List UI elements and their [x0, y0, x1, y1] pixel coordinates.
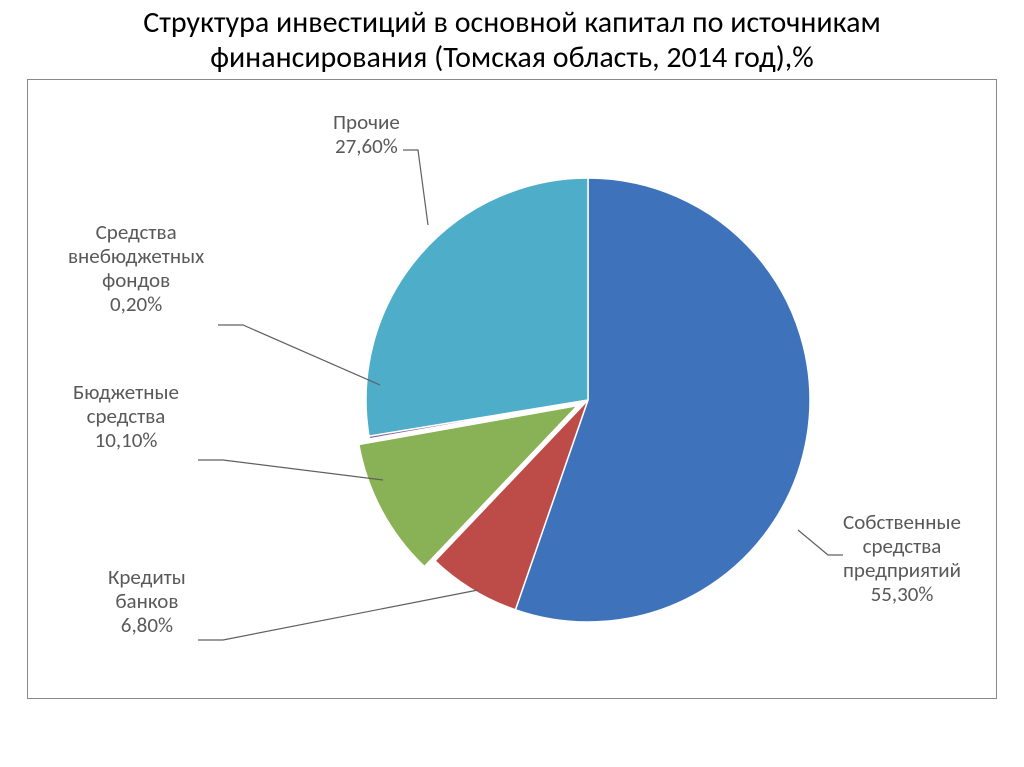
leader-line [198, 460, 383, 480]
chart-title: Структура инвестиций в основной капитал … [40, 6, 984, 75]
pie-slice-label: Средства внебюджетных фондов 0,20% [68, 220, 204, 317]
pie-slice-label: Кредиты банков 6,80% [108, 565, 186, 637]
pie-slice-label: Собственные средства предприятий 55,30% [843, 510, 961, 607]
pie-slice [366, 178, 588, 436]
pie-slice-label: Прочие 27,60% [333, 110, 400, 158]
chart-area: Собственные средства предприятий 55,30% К… [27, 79, 997, 699]
leader-line [198, 590, 478, 640]
leader-line [218, 325, 380, 385]
leader-line [798, 530, 843, 555]
pie-slice-label: Бюджетные средства 10,10% [73, 380, 179, 452]
leader-line [403, 150, 428, 225]
